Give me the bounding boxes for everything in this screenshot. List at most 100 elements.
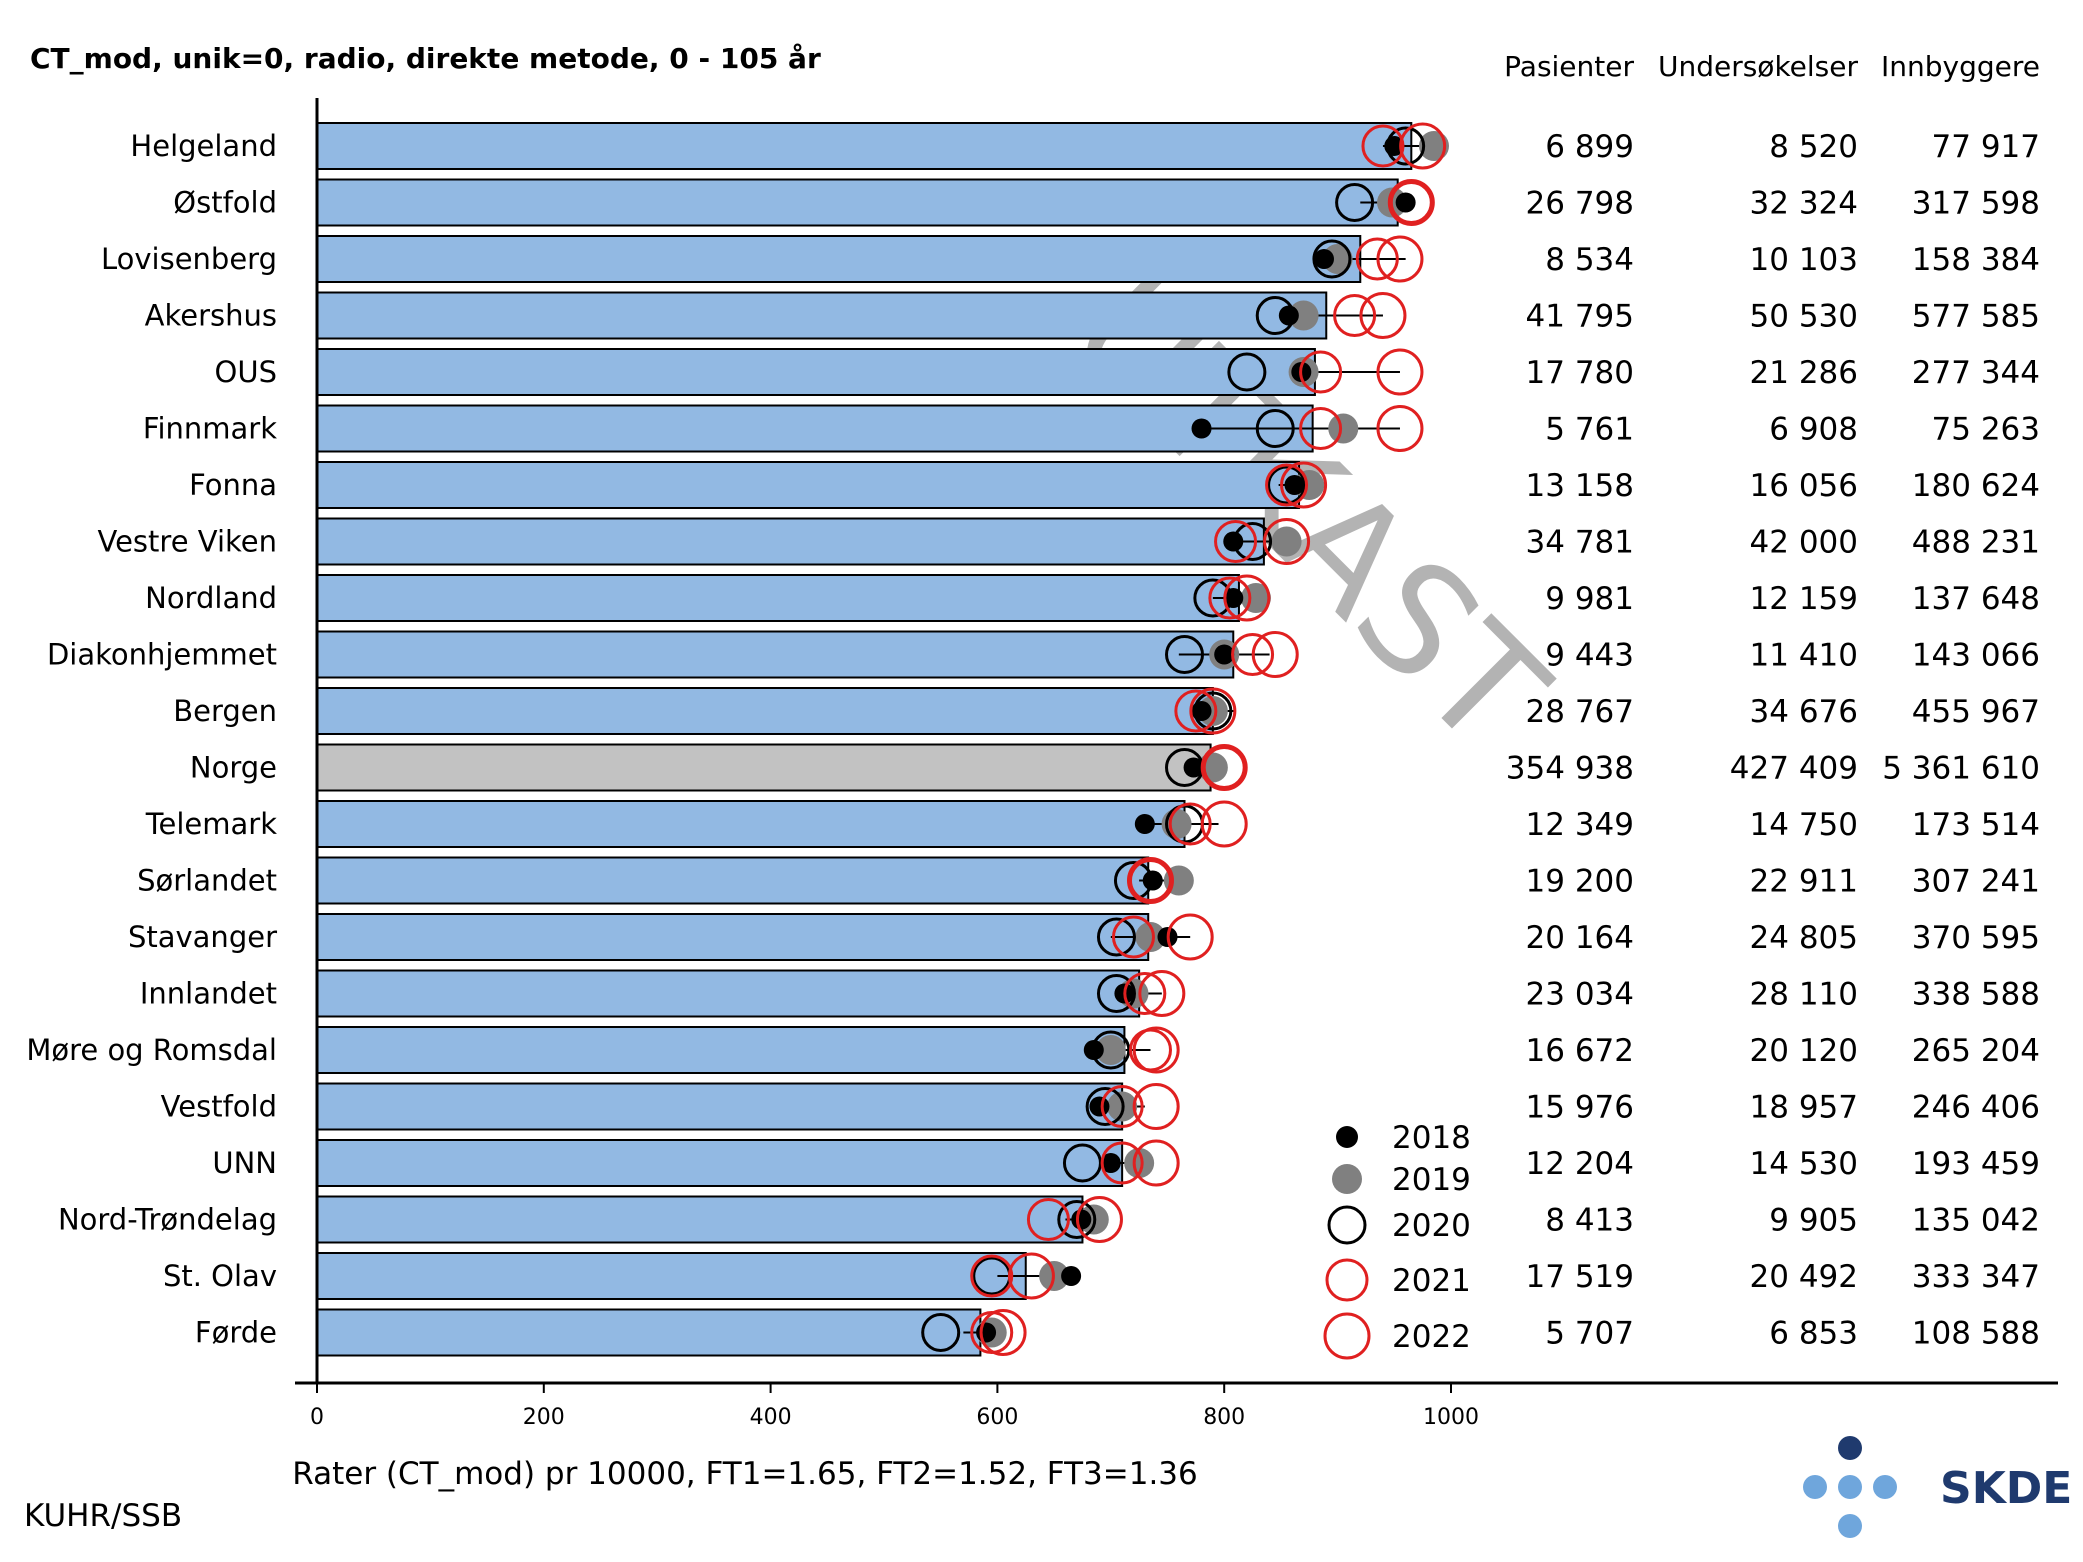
marker-2020-ous xyxy=(1227,352,1267,392)
legend-label-2019: 2019 xyxy=(1392,1162,1471,1198)
region-label-helgeland: Helgeland xyxy=(130,129,277,163)
bar-more-og-romsdal xyxy=(316,1026,1126,1074)
marker-2020-diakonhjemmet xyxy=(1165,635,1205,674)
marker-2022-unn xyxy=(1132,1139,1180,1187)
marker-2020-vestfold xyxy=(1085,1087,1125,1126)
marker-2022-bergen xyxy=(1189,687,1237,735)
region-label-innlandet: Innlandet xyxy=(140,977,277,1011)
marker-2021-ous xyxy=(1299,350,1343,394)
marker-2018-forde xyxy=(976,1322,997,1343)
undersokelser-value-ous: 21 286 xyxy=(1750,355,1858,391)
logo-dot-top xyxy=(1838,1436,1862,1460)
region-label-more-og-romsdal: Møre og Romsdal xyxy=(26,1033,277,1067)
marker-2021-finnmark xyxy=(1299,407,1343,450)
legend: 2018 2019 2020 2021 2022 xyxy=(1323,1120,1471,1360)
marker-2020-sorlandet xyxy=(1113,861,1153,900)
pasienter-value-ostfold: 26 798 xyxy=(1526,186,1634,222)
innbyggere-value-forde: 108 588 xyxy=(1912,1316,2040,1352)
bar-vestre-viken xyxy=(316,517,1265,566)
marker-2020-stavanger xyxy=(1096,917,1136,957)
undersokelser-value-telemark: 14 750 xyxy=(1750,807,1858,843)
marker-2021-lovisenberg xyxy=(1355,237,1399,281)
pasienter-value-st-olav: 17 519 xyxy=(1526,1259,1634,1295)
markers-layer xyxy=(921,122,1449,1356)
innbyggere-value-fonna: 180 624 xyxy=(1912,468,2040,504)
legend-marker-2019 xyxy=(1332,1164,1362,1194)
innbyggere-value-finnmark: 75 263 xyxy=(1932,412,2040,448)
marker-2018-lovisenberg xyxy=(1313,249,1334,269)
innbyggere-value-ostfold: 317 598 xyxy=(1912,186,2040,222)
marker-2021-unn xyxy=(1100,1141,1144,1185)
marker-2019-vestre-viken xyxy=(1271,526,1302,557)
innbyggere-value-ous: 277 344 xyxy=(1912,355,2040,391)
marker-2020-nordland xyxy=(1193,578,1233,618)
marker-2018-akershus xyxy=(1278,305,1299,326)
marker-2022-ostfold xyxy=(1387,179,1435,226)
marker-2020-more-og-romsdal xyxy=(1091,1030,1131,1070)
pasienter-value-sorlandet: 19 200 xyxy=(1526,864,1634,900)
region-label-lovisenberg: Lovisenberg xyxy=(101,242,277,276)
marker-2020-helgeland xyxy=(1386,126,1426,166)
marker-2019-helgeland xyxy=(1418,131,1449,161)
pasienter-value-more-og-romsdal: 16 672 xyxy=(1526,1033,1634,1069)
legend-marker-2018 xyxy=(1336,1126,1358,1148)
marker-2021-bergen xyxy=(1174,689,1218,733)
bar-fonna xyxy=(316,461,1301,509)
bar-telemark xyxy=(316,800,1186,848)
pasienter-value-nordland: 9 981 xyxy=(1545,581,1634,617)
pasienter-value-vestfold: 15 976 xyxy=(1526,1090,1634,1126)
bar-lovisenberg xyxy=(316,235,1362,283)
undersokelser-value-stavanger: 24 805 xyxy=(1750,920,1858,956)
innbyggere-value-nord-trondelag: 135 042 xyxy=(1912,1203,2040,1239)
bar-finnmark xyxy=(316,404,1314,453)
bar-helgeland xyxy=(316,122,1413,170)
bar-nord-trondelag xyxy=(316,1195,1084,1244)
marker-2020-fonna xyxy=(1267,465,1307,505)
marker-2022-diakonhjemmet xyxy=(1251,631,1299,678)
marker-2020-akershus xyxy=(1255,296,1295,335)
marker-2021-st-olav xyxy=(970,1254,1014,1298)
marker-2022-more-og-romsdal xyxy=(1132,1026,1180,1074)
undersokelser-value-helgeland: 8 520 xyxy=(1769,129,1858,165)
pasienter-value-unn: 12 204 xyxy=(1526,1146,1634,1182)
innbyggere-value-diakonhjemmet: 143 066 xyxy=(1912,638,2040,674)
chart-title: CT_mod, unik=0, radio, direkte metode, 0… xyxy=(30,42,821,75)
region-label-sorlandet: Sørlandet xyxy=(137,864,277,898)
marker-2021-vestre-viken xyxy=(1214,520,1258,563)
marker-2022-sorlandet xyxy=(1126,857,1174,904)
marker-2021-nordland xyxy=(1208,576,1252,620)
legend-marker-2022 xyxy=(1323,1312,1371,1360)
marker-2022-nord-trondelag xyxy=(1075,1196,1123,1243)
pasienter-value-ous: 17 780 xyxy=(1526,355,1634,391)
marker-2022-telemark xyxy=(1200,800,1248,848)
marker-2019-akershus xyxy=(1288,300,1319,331)
marker-2020-bergen xyxy=(1193,691,1233,731)
undersokelser-value-ostfold: 32 324 xyxy=(1750,186,1858,222)
x-axis-label: Rater (CT_mod) pr 10000, FT1=1.65, FT2=1… xyxy=(292,1456,1198,1492)
innbyggere-value-st-olav: 333 347 xyxy=(1912,1259,2040,1295)
region-label-unn: UNN xyxy=(212,1146,277,1180)
bar-nordland xyxy=(316,574,1240,622)
marker-2020-innlandet xyxy=(1096,974,1136,1013)
pasienter-value-bergen: 28 767 xyxy=(1526,694,1634,730)
marker-2022-norge xyxy=(1200,744,1248,791)
innbyggere-value-nordland: 137 648 xyxy=(1912,581,2040,617)
marker-2021-stavanger xyxy=(1111,915,1155,959)
logo-dot-bottom xyxy=(1838,1514,1862,1538)
marker-2021-innlandet xyxy=(1123,972,1167,1015)
region-label-diakonhjemmet: Diakonhjemmet xyxy=(47,638,277,672)
marker-2018-diakonhjemmet xyxy=(1214,644,1235,665)
marker-2019-unn xyxy=(1124,1148,1155,1178)
pasienter-value-diakonhjemmet: 9 443 xyxy=(1545,638,1634,674)
marker-2020-unn xyxy=(1062,1143,1102,1183)
marker-2018-ostfold xyxy=(1395,192,1416,213)
marker-2019-stavanger xyxy=(1135,922,1166,952)
marker-2021-ostfold xyxy=(1389,181,1433,224)
undersokelser-value-bergen: 34 676 xyxy=(1750,694,1858,730)
bar-vestfold xyxy=(316,1082,1124,1131)
innbyggere-value-bergen: 455 967 xyxy=(1912,694,2040,730)
marker-2021-telemark xyxy=(1168,802,1212,846)
marker-2022-nordland xyxy=(1223,574,1271,622)
marker-2021-fonna xyxy=(1265,463,1309,507)
undersokelser-value-vestre-viken: 42 000 xyxy=(1750,525,1858,561)
